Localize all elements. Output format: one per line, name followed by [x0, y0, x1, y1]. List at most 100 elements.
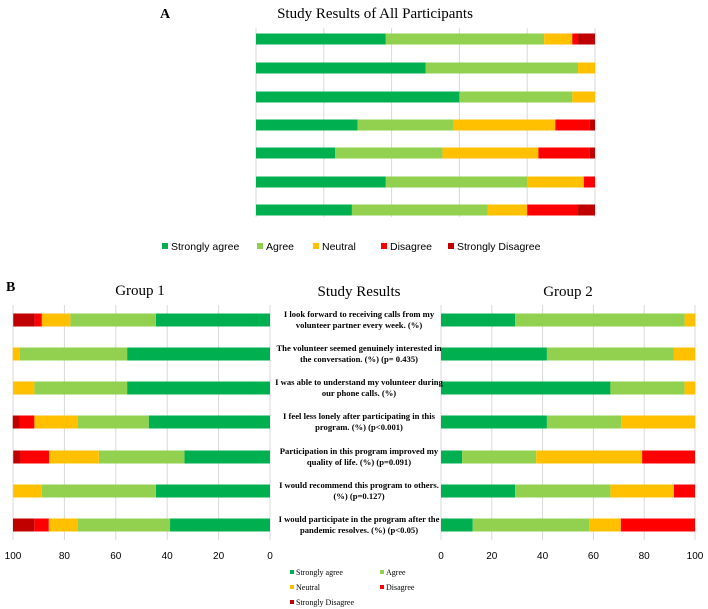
legend-swatch — [257, 243, 263, 249]
chart-title: Study Results of All Participants — [277, 6, 473, 22]
bar-segment-strongly-disagree — [13, 450, 21, 464]
x-tick-label: 80 — [59, 551, 71, 562]
legend-label: Disagree — [390, 241, 432, 253]
bar-segment-strongly-disagree — [589, 119, 595, 131]
bar-segment-disagree — [34, 313, 42, 327]
bar-segment-neutral — [621, 415, 696, 429]
bar-segment-disagree — [555, 119, 590, 131]
bar-segment-neutral — [34, 415, 78, 429]
x-tick-label: 100 — [687, 551, 704, 562]
bar-segment-agree — [34, 381, 128, 395]
bar-segment-agree — [610, 381, 685, 395]
legend-label: Neutral — [296, 583, 321, 592]
bar-segment-agree — [19, 347, 128, 361]
x-tick-label: 20 — [486, 551, 498, 562]
bar-segment-strongly-agree — [155, 484, 270, 498]
bar-segment-strongly-agree — [256, 33, 386, 45]
panel-label-a: A — [160, 7, 171, 22]
x-tick-label: 0 — [438, 551, 444, 562]
bar-segment-disagree — [673, 484, 695, 498]
legend-label: Neutral — [322, 241, 356, 253]
question-label: I would recommend this program to others… — [279, 480, 439, 490]
question-label: The volunteer seemed genuinely intereste… — [276, 343, 441, 353]
panel-label-b: B — [6, 280, 15, 295]
bar-segment-strongly-agree — [441, 313, 516, 327]
bar-segment-neutral — [610, 484, 674, 498]
legend-swatch — [313, 243, 319, 249]
bar-segment-agree — [462, 450, 537, 464]
bar-segment-agree — [472, 518, 590, 532]
bar-segment-strongly-agree — [441, 347, 547, 361]
bar-segment-disagree — [34, 518, 49, 532]
legend-swatch — [380, 585, 384, 589]
bar-segment-neutral — [589, 518, 621, 532]
bar-segment-neutral — [13, 381, 35, 395]
x-tick-label: 60 — [110, 551, 122, 562]
question-label: the conversation. (%) (p= 0.435) — [300, 354, 418, 364]
bar-segment-agree — [385, 176, 528, 188]
bar-segment-neutral — [673, 347, 695, 361]
bar-segment-agree — [351, 204, 488, 216]
group2-title: Group 2 — [543, 284, 593, 300]
bar-segment-neutral — [487, 204, 528, 216]
x-tick-label: 60 — [588, 551, 600, 562]
question-label: our phone calls. (%) — [322, 388, 396, 398]
bar-segment-neutral — [13, 484, 42, 498]
legend-swatch — [162, 243, 168, 249]
bar-segment-neutral — [453, 119, 556, 131]
bar-segment-strongly-agree — [148, 415, 270, 429]
bar-segment-neutral — [544, 33, 573, 45]
bar-segment-disagree — [19, 415, 35, 429]
bar-segment-strongly-agree — [127, 381, 270, 395]
x-tick-label: 40 — [537, 551, 549, 562]
bar-segment-agree — [357, 119, 454, 131]
bar-segment-agree — [98, 450, 185, 464]
question-label: program. (%) (p<0.001) — [315, 422, 403, 432]
x-tick-label: 100 — [5, 551, 22, 562]
question-label: Participation in this program improved m… — [280, 446, 439, 456]
bar-segment-agree — [70, 313, 156, 327]
bar-segment-strongly-agree — [441, 484, 516, 498]
bar-segment-neutral — [48, 518, 78, 532]
x-tick-label: 40 — [162, 551, 174, 562]
chart-1-plot — [12, 305, 271, 540]
legend-swatch — [381, 243, 387, 249]
legend-swatch — [290, 570, 294, 574]
chart-2-plot — [440, 305, 696, 540]
bar-segment-disagree — [620, 518, 695, 532]
bar-segment-disagree — [538, 147, 590, 159]
bar-segment-strongly-disagree — [589, 147, 595, 159]
question-label: I was able to understand my volunteer du… — [275, 377, 443, 387]
legend-label: Strongly agree — [296, 568, 343, 577]
bar-segment-agree — [459, 91, 573, 103]
bar-segment-strongly-disagree — [13, 518, 35, 532]
bar-segment-neutral — [12, 347, 20, 361]
bar-segment-strongly-agree — [256, 204, 352, 216]
bar-segment-agree — [546, 347, 674, 361]
bar-segment-disagree — [572, 33, 579, 45]
question-label: quality of life. (%) (p=0.091) — [307, 457, 411, 467]
bar-segment-agree — [77, 518, 171, 532]
bar-segment-neutral — [684, 381, 696, 395]
bar-segment-disagree — [20, 450, 49, 464]
bar-segment-disagree — [527, 204, 579, 216]
bar-segment-strongly-agree — [441, 415, 547, 429]
bar-segment-agree — [385, 33, 545, 45]
x-tick-label: 80 — [639, 551, 651, 562]
question-label: I would participate in the program after… — [279, 514, 440, 524]
legend-label: Disagree — [386, 583, 415, 592]
legend-swatch — [290, 600, 294, 604]
group1-title: Group 1 — [115, 283, 165, 299]
question-label: (%) (p=0.127) — [333, 491, 384, 501]
bar-segment-agree — [77, 415, 149, 429]
bar-segment-strongly-agree — [256, 176, 386, 188]
x-tick-label: 0 — [267, 551, 273, 562]
bar-segment-disagree — [583, 176, 595, 188]
question-label: pandemic resolves. (%) (p<0.05) — [300, 525, 418, 535]
chart-0-plot — [255, 28, 596, 217]
bar-segment-strongly-agree — [155, 313, 270, 327]
bar-segment-neutral — [41, 313, 71, 327]
bar-segment-strongly-disagree — [578, 204, 595, 216]
bar-segment-neutral — [684, 313, 696, 327]
question-label: I feel less lonely after participating i… — [283, 411, 436, 421]
